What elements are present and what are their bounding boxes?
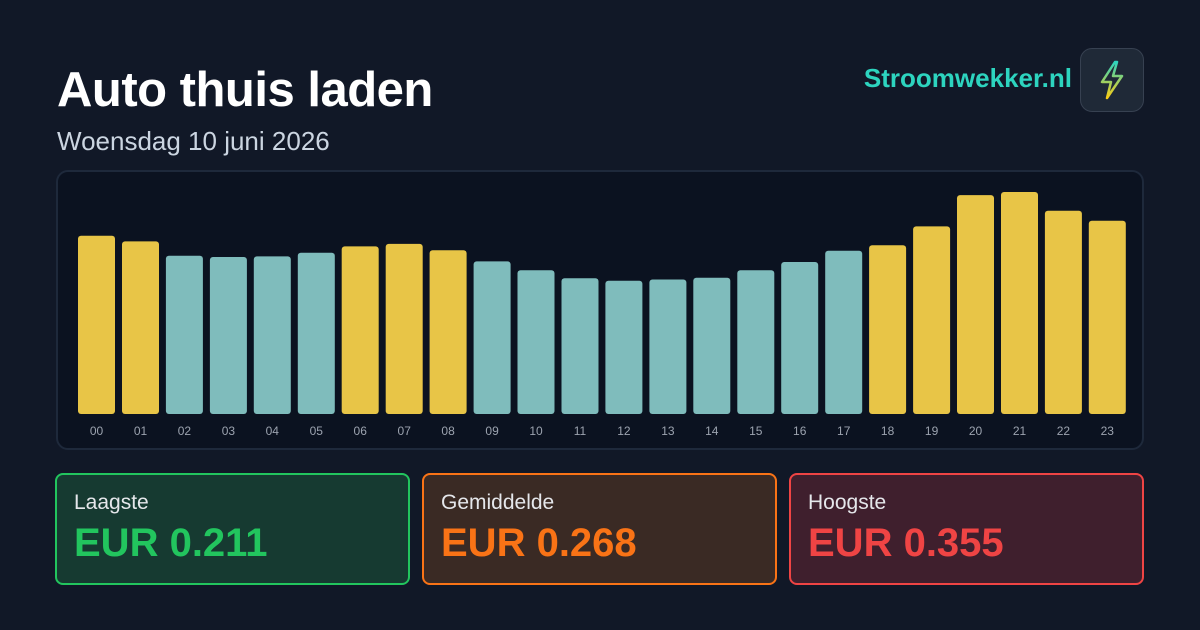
bar-hour-21 [1001,192,1038,414]
bar-hour-13 [649,279,687,414]
x-tick-label-18: 18 [881,424,895,438]
bar-hour-06 [341,246,379,414]
x-tick-label-20: 20 [969,424,983,438]
highest-price-label: Hoogste [808,491,887,514]
bar-hour-01 [122,241,159,414]
bar-hour-18 [869,245,907,414]
x-tick-label-19: 19 [925,424,939,438]
lowest-price-label: Laagste [74,491,149,514]
highest-price-value: EUR 0.355 [808,521,1004,565]
x-tick-label-09: 09 [485,424,499,438]
bar-hour-04 [253,256,291,414]
bar-hour-14 [693,277,731,414]
x-tick-label-07: 07 [398,424,412,438]
price-bar-chart: 00 01 02 03 04 05 06 07 08 09 10 11 12 13 14 15 16 17 18 19… [78,192,1126,438]
bar-hour-11 [561,278,599,414]
x-tick-label-03: 03 [222,424,236,438]
bar-hour-16 [781,262,819,414]
x-tick-label-23: 23 [1101,424,1115,438]
bar-hour-07 [385,243,423,414]
average-price-value: EUR 0.268 [441,521,637,565]
bar-hour-17 [825,250,863,414]
lightning-bolt-icon [1080,48,1144,112]
average-price-card: Gemiddelde EUR 0.268 [422,473,777,585]
bar-hour-15 [737,270,775,414]
page-title: Auto thuis laden [57,63,433,117]
x-tick-label-22: 22 [1057,424,1071,438]
x-tick-label-13: 13 [661,424,675,438]
lowest-price-value: EUR 0.211 [74,521,268,565]
bar-hour-23 [1088,220,1126,414]
average-price-label: Gemiddelde [441,491,555,514]
bar-hour-19 [913,226,951,414]
bar-hour-12 [605,280,643,414]
page-subtitle-date: Woensdag 10 juni 2026 [57,126,330,156]
bar-hour-09 [473,261,511,414]
x-tick-label-15: 15 [749,424,763,438]
x-tick-label-01: 01 [134,424,148,438]
x-tick-label-17: 17 [837,424,851,438]
brand-name: Stroomwekker.nl [863,63,1072,93]
bar-hour-20 [957,195,994,414]
x-tick-label-08: 08 [441,424,455,438]
bar-hour-03 [209,257,247,414]
x-tick-label-21: 21 [1013,424,1027,438]
x-tick-label-16: 16 [793,424,807,438]
x-tick-label-14: 14 [705,424,719,438]
bar-hour-10 [517,270,555,414]
bar-hour-02 [165,255,203,414]
x-tick-label-11: 11 [574,424,587,438]
x-tick-label-05: 05 [310,424,324,438]
bar-hour-22 [1044,210,1082,414]
lowest-price-card: Laagste EUR 0.211 [55,473,410,585]
bar-hour-08 [429,250,467,414]
x-tick-label-12: 12 [617,424,631,438]
highest-price-card: Hoogste EUR 0.355 [789,473,1144,585]
price-chart: 00 01 02 03 04 05 06 07 08 09 10 11 12 13 14 15 16 17 18 19… [56,170,1144,450]
x-tick-label-10: 10 [529,424,543,438]
x-tick-label-02: 02 [178,424,192,438]
x-tick-label-04: 04 [266,424,280,438]
x-tick-label-06: 06 [354,424,368,438]
bar-hour-00 [78,235,115,414]
x-tick-label-00: 00 [90,424,104,438]
bar-hour-05 [297,252,335,414]
